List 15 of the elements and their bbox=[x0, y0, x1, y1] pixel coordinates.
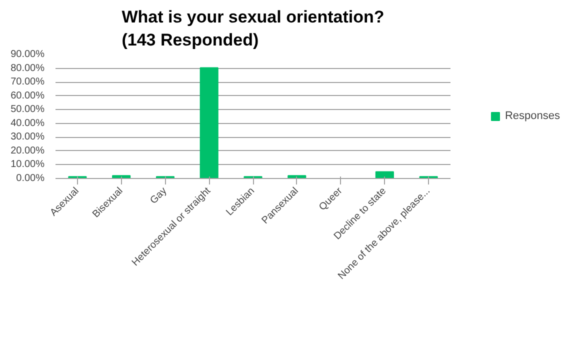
y-tick-label: 40.00% bbox=[10, 118, 45, 129]
y-tick-label: 70.00% bbox=[10, 76, 45, 88]
bar bbox=[375, 171, 394, 178]
y-tick-label: 10.00% bbox=[10, 159, 45, 170]
legend-label: Responses bbox=[504, 110, 560, 122]
y-tick-label: 60.00% bbox=[10, 90, 45, 102]
y-tick-label: 20.00% bbox=[10, 145, 45, 156]
bar bbox=[200, 67, 218, 178]
y-tick-label: 80.00% bbox=[10, 62, 45, 74]
y-tick-label: 90.00% bbox=[10, 49, 45, 60]
y-tick-label: 30.00% bbox=[10, 132, 45, 143]
chart-title: What is your sexual orientation? (143 Responded) bbox=[122, 8, 384, 50]
y-tick-label: 0.00% bbox=[16, 173, 45, 184]
x-tick-label: Gay bbox=[148, 186, 170, 206]
y-tick-label: 50.00% bbox=[10, 104, 45, 116]
